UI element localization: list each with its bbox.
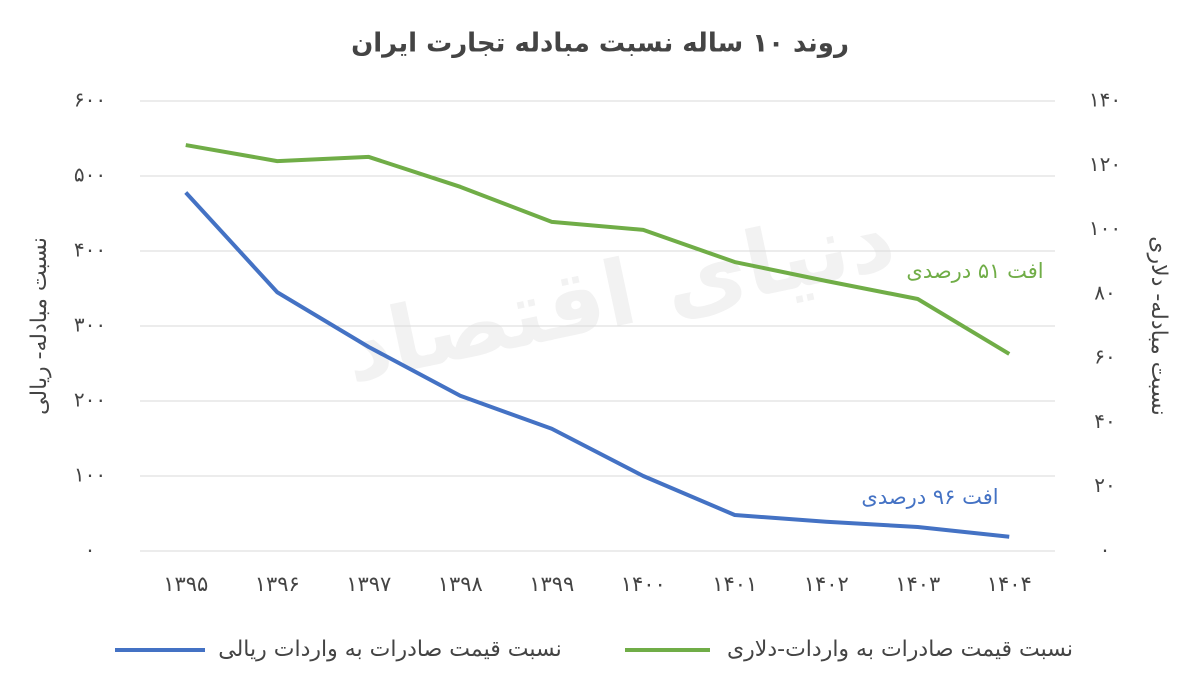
y2-tick-label: ۱۴۰ bbox=[1089, 88, 1121, 112]
annotation: افت ۵۱ درصدی bbox=[906, 259, 1043, 283]
y2-tick-label: ۱۲۰ bbox=[1089, 152, 1121, 176]
series-line bbox=[185, 143, 1011, 356]
y-tick-label: ۳۰۰ bbox=[74, 313, 106, 337]
y-tick-label: ۲۰۰ bbox=[74, 388, 106, 412]
y-tick-label: ۶۰۰ bbox=[74, 88, 106, 112]
y2-axis-title: نسبت مبادله- دلاری bbox=[1146, 236, 1171, 416]
x-tick-label: ۱۳۹۷ bbox=[346, 572, 391, 596]
y2-tick-label: ۰ bbox=[1100, 538, 1111, 562]
x-tick-label: ۱۴۰۳ bbox=[895, 572, 940, 596]
y-tick-label: ۴۰۰ bbox=[74, 238, 106, 262]
x-tick-label: ۱۳۹۶ bbox=[255, 572, 300, 596]
y2-tick-label: ۴۰ bbox=[1094, 409, 1115, 433]
y2-tick-label: ۱۰۰ bbox=[1089, 216, 1121, 240]
y-tick-label: ۵۰۰ bbox=[74, 163, 106, 187]
y-axis-title: نسبت مبادله- ریالی bbox=[27, 237, 52, 415]
x-tick-label: ۱۴۰۰ bbox=[621, 572, 666, 596]
x-tick-label: ۱۳۹۵ bbox=[163, 572, 208, 596]
y2-tick-label: ۶۰ bbox=[1094, 345, 1115, 369]
legend-label: نسبت قیمت صادرات به واردات-دلاری bbox=[727, 637, 1073, 662]
chart-title: روند ۱۰ ساله نسبت مبادله تجارت ایران bbox=[351, 29, 849, 59]
y-tick-label: ۱۰۰ bbox=[74, 463, 106, 487]
x-tick-label: ۱۴۰۴ bbox=[987, 572, 1032, 596]
x-tick-label: ۱۴۰۲ bbox=[804, 572, 849, 596]
series-line bbox=[184, 191, 1010, 539]
y2-tick-label: ۲۰ bbox=[1094, 473, 1115, 497]
x-tick-label: ۱۳۹۹ bbox=[529, 572, 574, 596]
y2-tick-label: ۸۰ bbox=[1094, 280, 1115, 304]
annotation: افت ۹۶ درصدی bbox=[861, 485, 998, 509]
x-tick-label: ۱۴۰۱ bbox=[712, 572, 757, 596]
legend-label: نسبت قیمت صادرات به واردات ریالی bbox=[218, 637, 561, 662]
x-tick-label: ۱۳۹۸ bbox=[438, 572, 483, 596]
y-tick-label: ۰ bbox=[85, 538, 96, 562]
